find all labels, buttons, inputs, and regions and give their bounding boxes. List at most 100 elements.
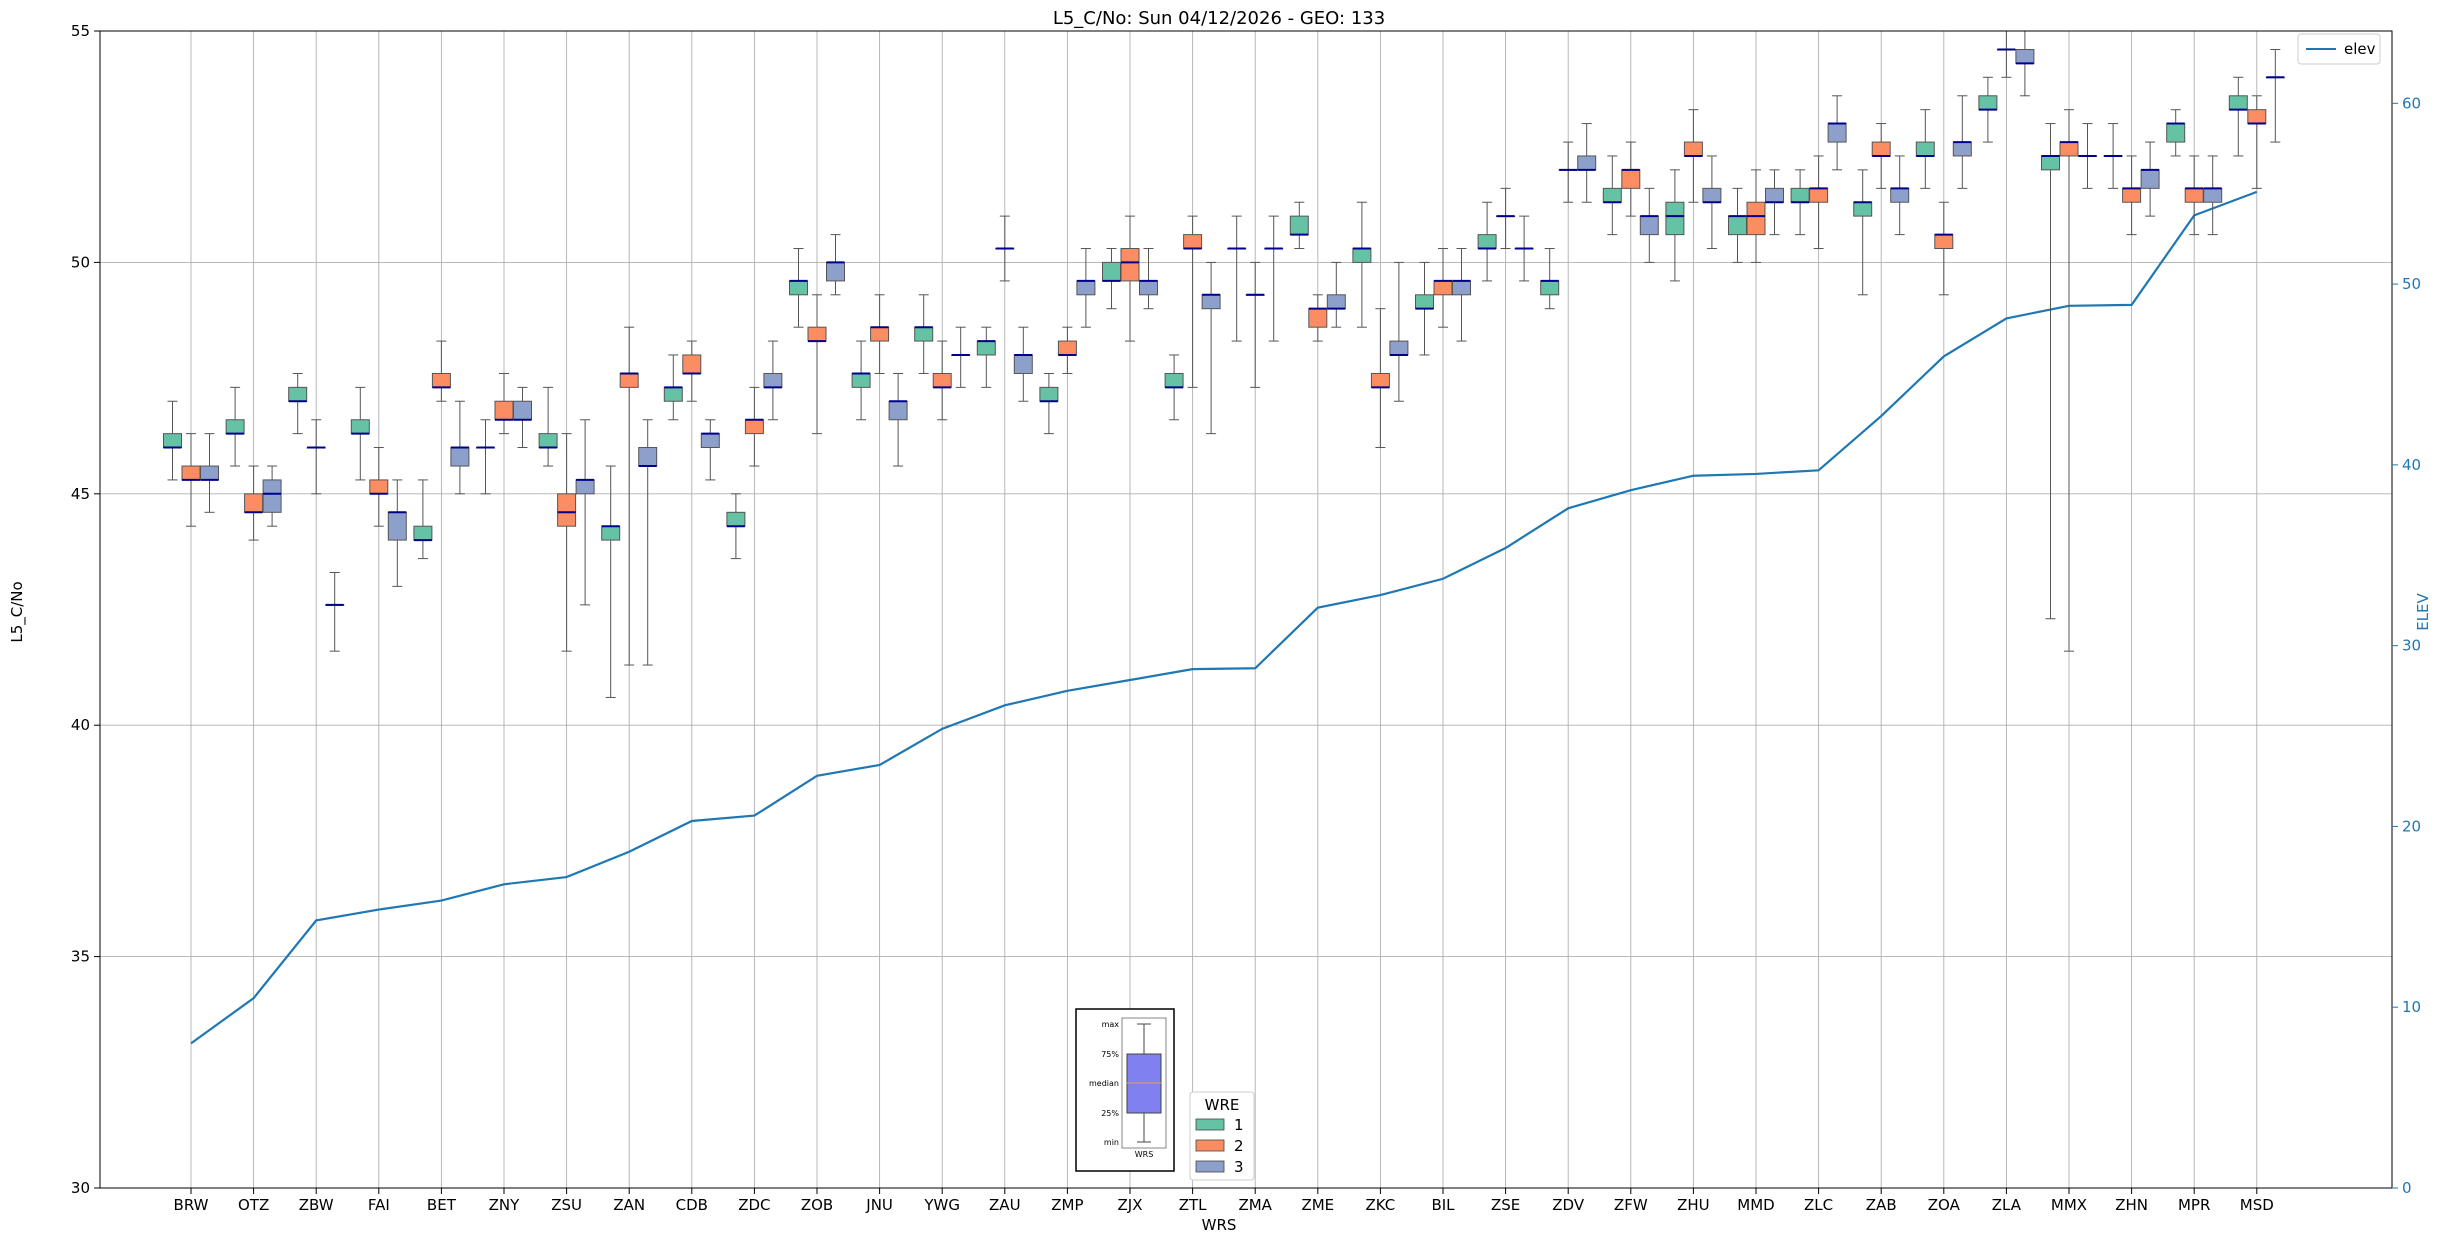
y-tick-label: 35 <box>71 948 90 966</box>
box-body <box>2247 109 2267 125</box>
box-body <box>726 511 746 527</box>
box-ZLA-wre3 <box>2015 30 2035 97</box>
x-tick-label: ZSE <box>1491 1196 1520 1214</box>
x-tick-label: BIL <box>1431 1196 1455 1214</box>
box-body <box>851 372 871 388</box>
box-ZOA-wre3 <box>1952 95 1972 189</box>
box-ZLC-wre2 <box>1809 155 1829 250</box>
box-BET-wre2 <box>431 340 451 402</box>
x-tick-label: ZME <box>1301 1196 1334 1214</box>
y2-tick-label: 20 <box>2402 817 2421 835</box>
box-body <box>575 479 595 495</box>
box-ZTL-wre2 <box>1183 215 1203 388</box>
box-body <box>2166 123 2186 143</box>
box-body <box>431 372 451 388</box>
x-tick-label: ZAU <box>989 1196 1021 1214</box>
x-tick-label: ZBW <box>299 1196 334 1214</box>
x-tick-label: ZLC <box>1804 1196 1833 1214</box>
box-body <box>1326 294 1346 310</box>
box-body <box>663 386 683 402</box>
wre-legend-label-1: 1 <box>1234 1116 1244 1134</box>
box-ZFW-wre2 <box>1621 141 1641 217</box>
y-tick-label: 30 <box>71 1179 90 1197</box>
key-label-q1: 25% <box>1101 1109 1119 1118</box>
box-ZDV-wre2 <box>1558 141 1578 203</box>
box-body <box>1639 215 1659 236</box>
box-ZHN-wre3 <box>2140 141 2160 217</box>
box-ZHN-wre2 <box>2122 155 2142 236</box>
box-body <box>601 525 621 541</box>
box-body <box>2059 141 2079 157</box>
box-ZFW-wre1 <box>1602 155 1622 236</box>
box-body <box>1308 308 1328 328</box>
x-tick-label: MMX <box>2051 1196 2087 1214</box>
box-ZHU-wre2 <box>1683 109 1703 203</box>
box-ZBW-wre3 <box>325 571 345 652</box>
box-body <box>262 479 282 513</box>
x-tick-label: JNU <box>865 1196 893 1214</box>
box-CDB-wre1 <box>663 354 683 421</box>
box-body <box>1370 372 1390 388</box>
box-ZTL-wre1 <box>1164 354 1184 421</box>
box-ZJX-wre2 <box>1120 215 1140 342</box>
x-tick-label: ZAB <box>1866 1196 1897 1214</box>
box-body <box>1415 294 1434 310</box>
box-body <box>1120 248 1140 282</box>
box-ZAN-wre2 <box>619 326 639 666</box>
box-body <box>682 354 702 374</box>
box-ZOB-wre1 <box>789 248 808 328</box>
box-FAI-wre1 <box>350 386 370 481</box>
box-ZDC-wre1 <box>726 493 746 560</box>
key-label-max: max <box>1102 1020 1120 1029</box>
x-tick-label: ZSU <box>551 1196 582 1214</box>
box-body <box>494 400 514 421</box>
box-body <box>163 433 182 449</box>
box-body <box>976 340 996 356</box>
wre-legend: WRE 1 2 3 <box>1189 1091 1255 1181</box>
wre-legend-label-3: 3 <box>1234 1158 1244 1176</box>
x-tick-label: ZMA <box>1238 1196 1272 1214</box>
box-body <box>2184 187 2204 203</box>
box-ZAU-wre3 <box>1013 326 1033 402</box>
box-body <box>1746 201 1766 236</box>
box-body <box>387 511 407 541</box>
box-body <box>1452 280 1471 296</box>
box-body <box>1853 201 1873 217</box>
box-BRW-wre2 <box>181 433 201 527</box>
box-body <box>1621 169 1641 189</box>
plot-frame <box>99 30 2393 1189</box>
box-body <box>1183 234 1203 250</box>
box-body <box>888 400 908 421</box>
box-body <box>763 372 783 388</box>
y2-tick-label: 40 <box>2402 456 2421 474</box>
box-body <box>619 372 639 388</box>
box-body <box>557 493 577 527</box>
x-tick-label: FAI <box>368 1196 390 1214</box>
box-body <box>1577 155 1597 171</box>
box-body <box>1765 187 1784 203</box>
box-ZJX-wre3 <box>1139 248 1158 310</box>
x-tick-label: ZOA <box>1928 1196 1961 1214</box>
box-ZKC-wre3 <box>1389 261 1409 402</box>
box-JNU-wre2 <box>870 294 890 374</box>
box-body <box>2122 187 2142 203</box>
box-ZMP-wre3 <box>1076 248 1096 328</box>
box-body <box>1665 201 1685 236</box>
box-body <box>1728 215 1747 236</box>
box-body <box>1352 248 1372 263</box>
box-body <box>1039 386 1059 402</box>
x-tick-label: ZOB <box>801 1196 833 1214</box>
chart-title: L5_C/No: Sun 04/12/2026 - GEO: 133 <box>1053 8 1385 29</box>
box-body <box>1540 280 1560 296</box>
x-tick-label: ZMP <box>1051 1196 1083 1214</box>
box-body <box>914 326 934 342</box>
box-body <box>1057 340 1077 356</box>
box-ZOB-wre3 <box>826 234 845 296</box>
box-ZAB-wre3 <box>1890 155 1910 236</box>
box-body <box>2015 49 2035 64</box>
box-ZAN-wre1 <box>601 465 621 698</box>
y2-tick-label: 0 <box>2402 1179 2412 1197</box>
box-body <box>200 465 219 481</box>
box-body <box>369 479 389 495</box>
